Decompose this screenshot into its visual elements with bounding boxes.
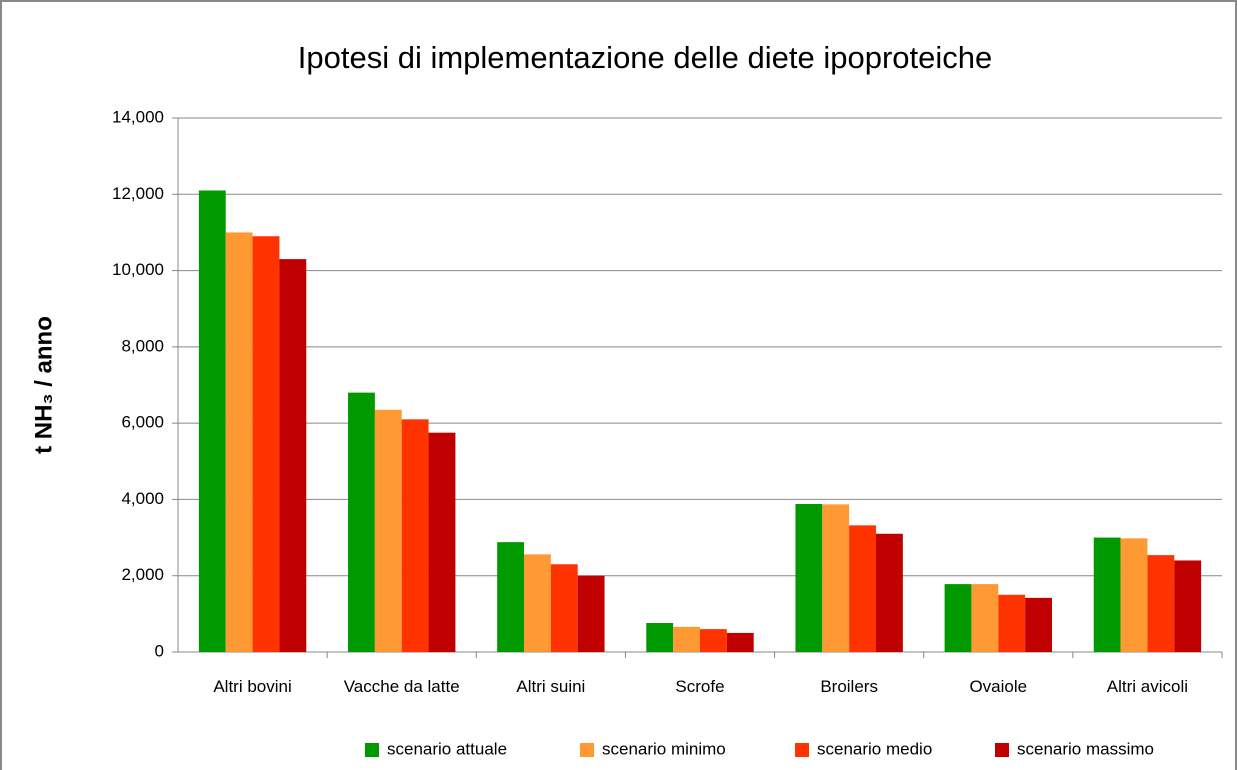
x-tick-label: Scrofe xyxy=(675,677,725,696)
y-tick-label: 6,000 xyxy=(121,413,164,432)
bar xyxy=(849,525,876,652)
bar xyxy=(726,632,754,652)
bar xyxy=(524,554,551,652)
legend-label: scenario attuale xyxy=(387,739,507,758)
x-tick-label: Ovaiole xyxy=(969,677,1028,696)
bar xyxy=(875,533,903,652)
bar xyxy=(225,232,253,652)
bar xyxy=(252,236,280,652)
legend-swatch xyxy=(365,743,379,757)
bar xyxy=(428,432,456,652)
bar xyxy=(971,584,999,652)
bar xyxy=(944,584,972,652)
bar xyxy=(1174,560,1202,652)
bar xyxy=(1025,597,1052,652)
legend-swatch xyxy=(580,743,594,757)
legend-label: scenario minimo xyxy=(602,739,726,758)
bar xyxy=(1120,538,1148,652)
y-tick-label: 14,000 xyxy=(112,107,164,126)
legend-swatch xyxy=(995,743,1009,757)
y-tick-label: 8,000 xyxy=(121,336,164,355)
bar xyxy=(998,594,1026,652)
x-tick-label: Vacche da latte xyxy=(343,677,460,696)
bar xyxy=(1147,555,1175,652)
bar xyxy=(348,392,375,652)
bar xyxy=(374,409,402,652)
y-axis-label: t NH₃ / anno xyxy=(30,316,57,454)
bar xyxy=(646,623,674,652)
bar xyxy=(198,190,226,652)
x-tick-label: Altri avicoli xyxy=(1106,677,1189,696)
bar xyxy=(673,626,700,652)
y-tick-label: 10,000 xyxy=(112,260,164,279)
bar xyxy=(401,419,429,652)
bar xyxy=(577,575,605,652)
y-tick-label: 12,000 xyxy=(112,184,164,203)
x-tick-label: Altri suini xyxy=(516,677,586,696)
legend-label: scenario massimo xyxy=(1017,739,1154,758)
bar xyxy=(550,564,578,652)
chart-title: Ipotesi di implementazione delle diete i… xyxy=(298,40,993,75)
x-tick-label: Altri bovini xyxy=(213,677,292,696)
legend-label: scenario medio xyxy=(817,739,932,758)
bar xyxy=(1093,537,1121,652)
y-tick-label: 2,000 xyxy=(121,565,164,584)
legend-swatch xyxy=(795,743,809,757)
y-tick-label: 4,000 xyxy=(121,489,164,508)
bar xyxy=(822,504,850,652)
x-tick-label: Broilers xyxy=(820,677,878,696)
bar xyxy=(700,629,727,652)
bar xyxy=(795,504,823,652)
bar xyxy=(279,259,307,652)
y-tick-label: 0 xyxy=(155,641,164,660)
bar xyxy=(497,542,525,652)
